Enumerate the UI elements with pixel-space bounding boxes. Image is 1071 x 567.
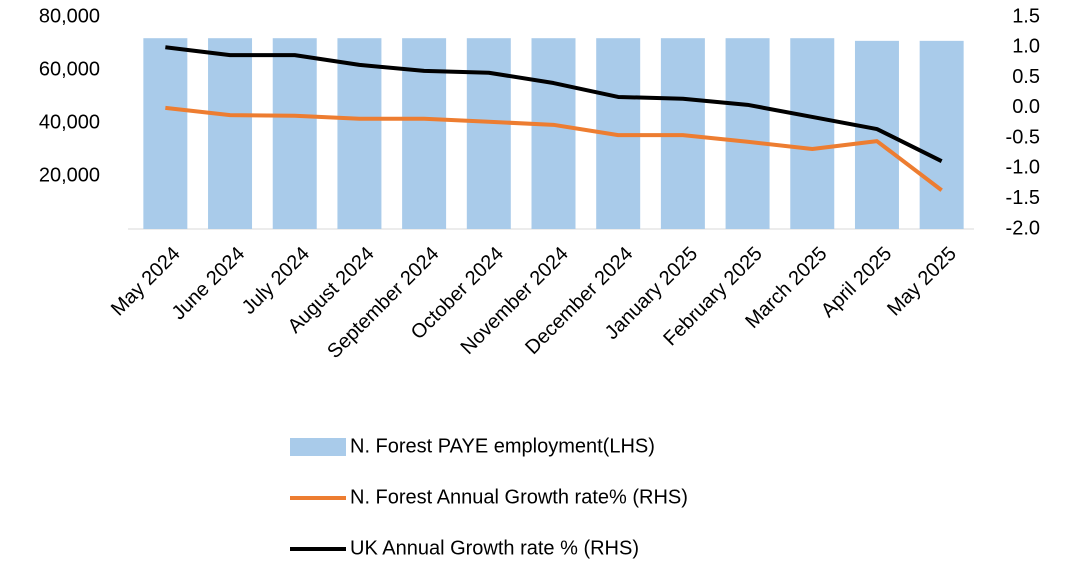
line [165, 105, 943, 192]
bar [208, 38, 253, 230]
y2-tick-label: -1.5 [1006, 187, 1040, 209]
y2-tick-label: 1.5 [1012, 5, 1040, 27]
y2-tick-label: -0.5 [1006, 126, 1040, 148]
y-tick-label: 40,000 [39, 111, 100, 133]
line [165, 45, 943, 163]
y2-tick-label: -2.0 [1006, 217, 1040, 239]
y-tick-label: 60,000 [39, 58, 100, 80]
y2-tick-label: 0.0 [1012, 96, 1040, 118]
legend-swatch [290, 438, 346, 456]
bar [531, 38, 576, 230]
bar [466, 38, 511, 230]
y2-tick-label: 1.0 [1012, 36, 1040, 58]
y-tick-label: 20,000 [39, 164, 100, 186]
bar [402, 38, 447, 230]
legend-label: N. Forest Annual Growth rate% (RHS) [350, 486, 688, 508]
y2-tick-label: 0.5 [1012, 66, 1040, 88]
legend-label: N. Forest PAYE employment(LHS) [350, 435, 655, 457]
bar [725, 38, 770, 230]
legend-label: UK Annual Growth rate % (RHS) [350, 537, 639, 559]
x-tick-label: May 2025 [883, 243, 961, 321]
bar [337, 38, 382, 230]
bar [790, 38, 835, 230]
bar [919, 40, 964, 229]
bar [272, 38, 317, 230]
x-tick-label: April 2025 [817, 243, 896, 322]
x-tick-label: September 2024 [323, 243, 443, 363]
y2-tick-label: -1.0 [1006, 157, 1040, 179]
bar [143, 38, 188, 230]
y-tick-label: 80,000 [39, 5, 100, 27]
